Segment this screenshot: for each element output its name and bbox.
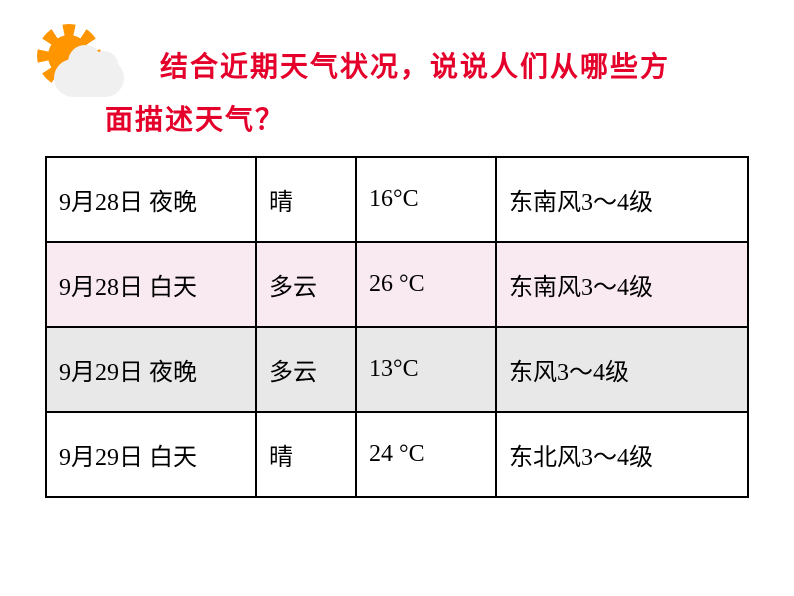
- cell-temperature: 13°C: [356, 327, 496, 412]
- cell-wind: 东南风3～4级: [496, 157, 748, 242]
- cloud-icon: [54, 59, 124, 97]
- cell-date-time: 9月28日 夜晚: [46, 157, 256, 242]
- cell-condition: 多云: [256, 242, 356, 327]
- sun-cloud-icon: [40, 30, 130, 105]
- cell-condition: 晴: [256, 412, 356, 497]
- cell-wind: 东北风3～4级: [496, 412, 748, 497]
- table-row: 9月28日 白天多云26 °C东南风3～4级: [46, 242, 748, 327]
- cell-temperature: 26 °C: [356, 242, 496, 327]
- cell-date-time: 9月29日 白天: [46, 412, 256, 497]
- table-row: 9月29日 白天晴24 °C东北风3～4级: [46, 412, 748, 497]
- question-text: 结合近期天气状况，说说人们从哪些方 面描述天气？: [130, 30, 749, 146]
- cell-wind: 东风3～4级: [496, 327, 748, 412]
- cell-wind: 东南风3～4级: [496, 242, 748, 327]
- weather-table: 9月28日 夜晚 晴16°C东南风3～4级9月28日 白天多云26 °C东南风3…: [45, 156, 749, 498]
- cell-temperature: 16°C: [356, 157, 496, 242]
- slide-container: 结合近期天气状况，说说人们从哪些方 面描述天气？ 9月28日 夜晚 晴16°C东…: [0, 0, 794, 498]
- header-row: 结合近期天气状况，说说人们从哪些方 面描述天气？: [45, 30, 749, 146]
- table-row: 9月28日 夜晚 晴16°C东南风3～4级: [46, 157, 748, 242]
- cell-condition: 晴: [256, 157, 356, 242]
- question-line2: 面描述天气？: [105, 93, 749, 146]
- cell-date-time: 9月29日 夜晚: [46, 327, 256, 412]
- cell-temperature: 24 °C: [356, 412, 496, 497]
- table-row: 9月29日 夜晚多云13°C东风3～4级: [46, 327, 748, 412]
- cell-condition: 多云: [256, 327, 356, 412]
- cell-date-time: 9月28日 白天: [46, 242, 256, 327]
- question-line1: 结合近期天气状况，说说人们从哪些方: [160, 51, 670, 82]
